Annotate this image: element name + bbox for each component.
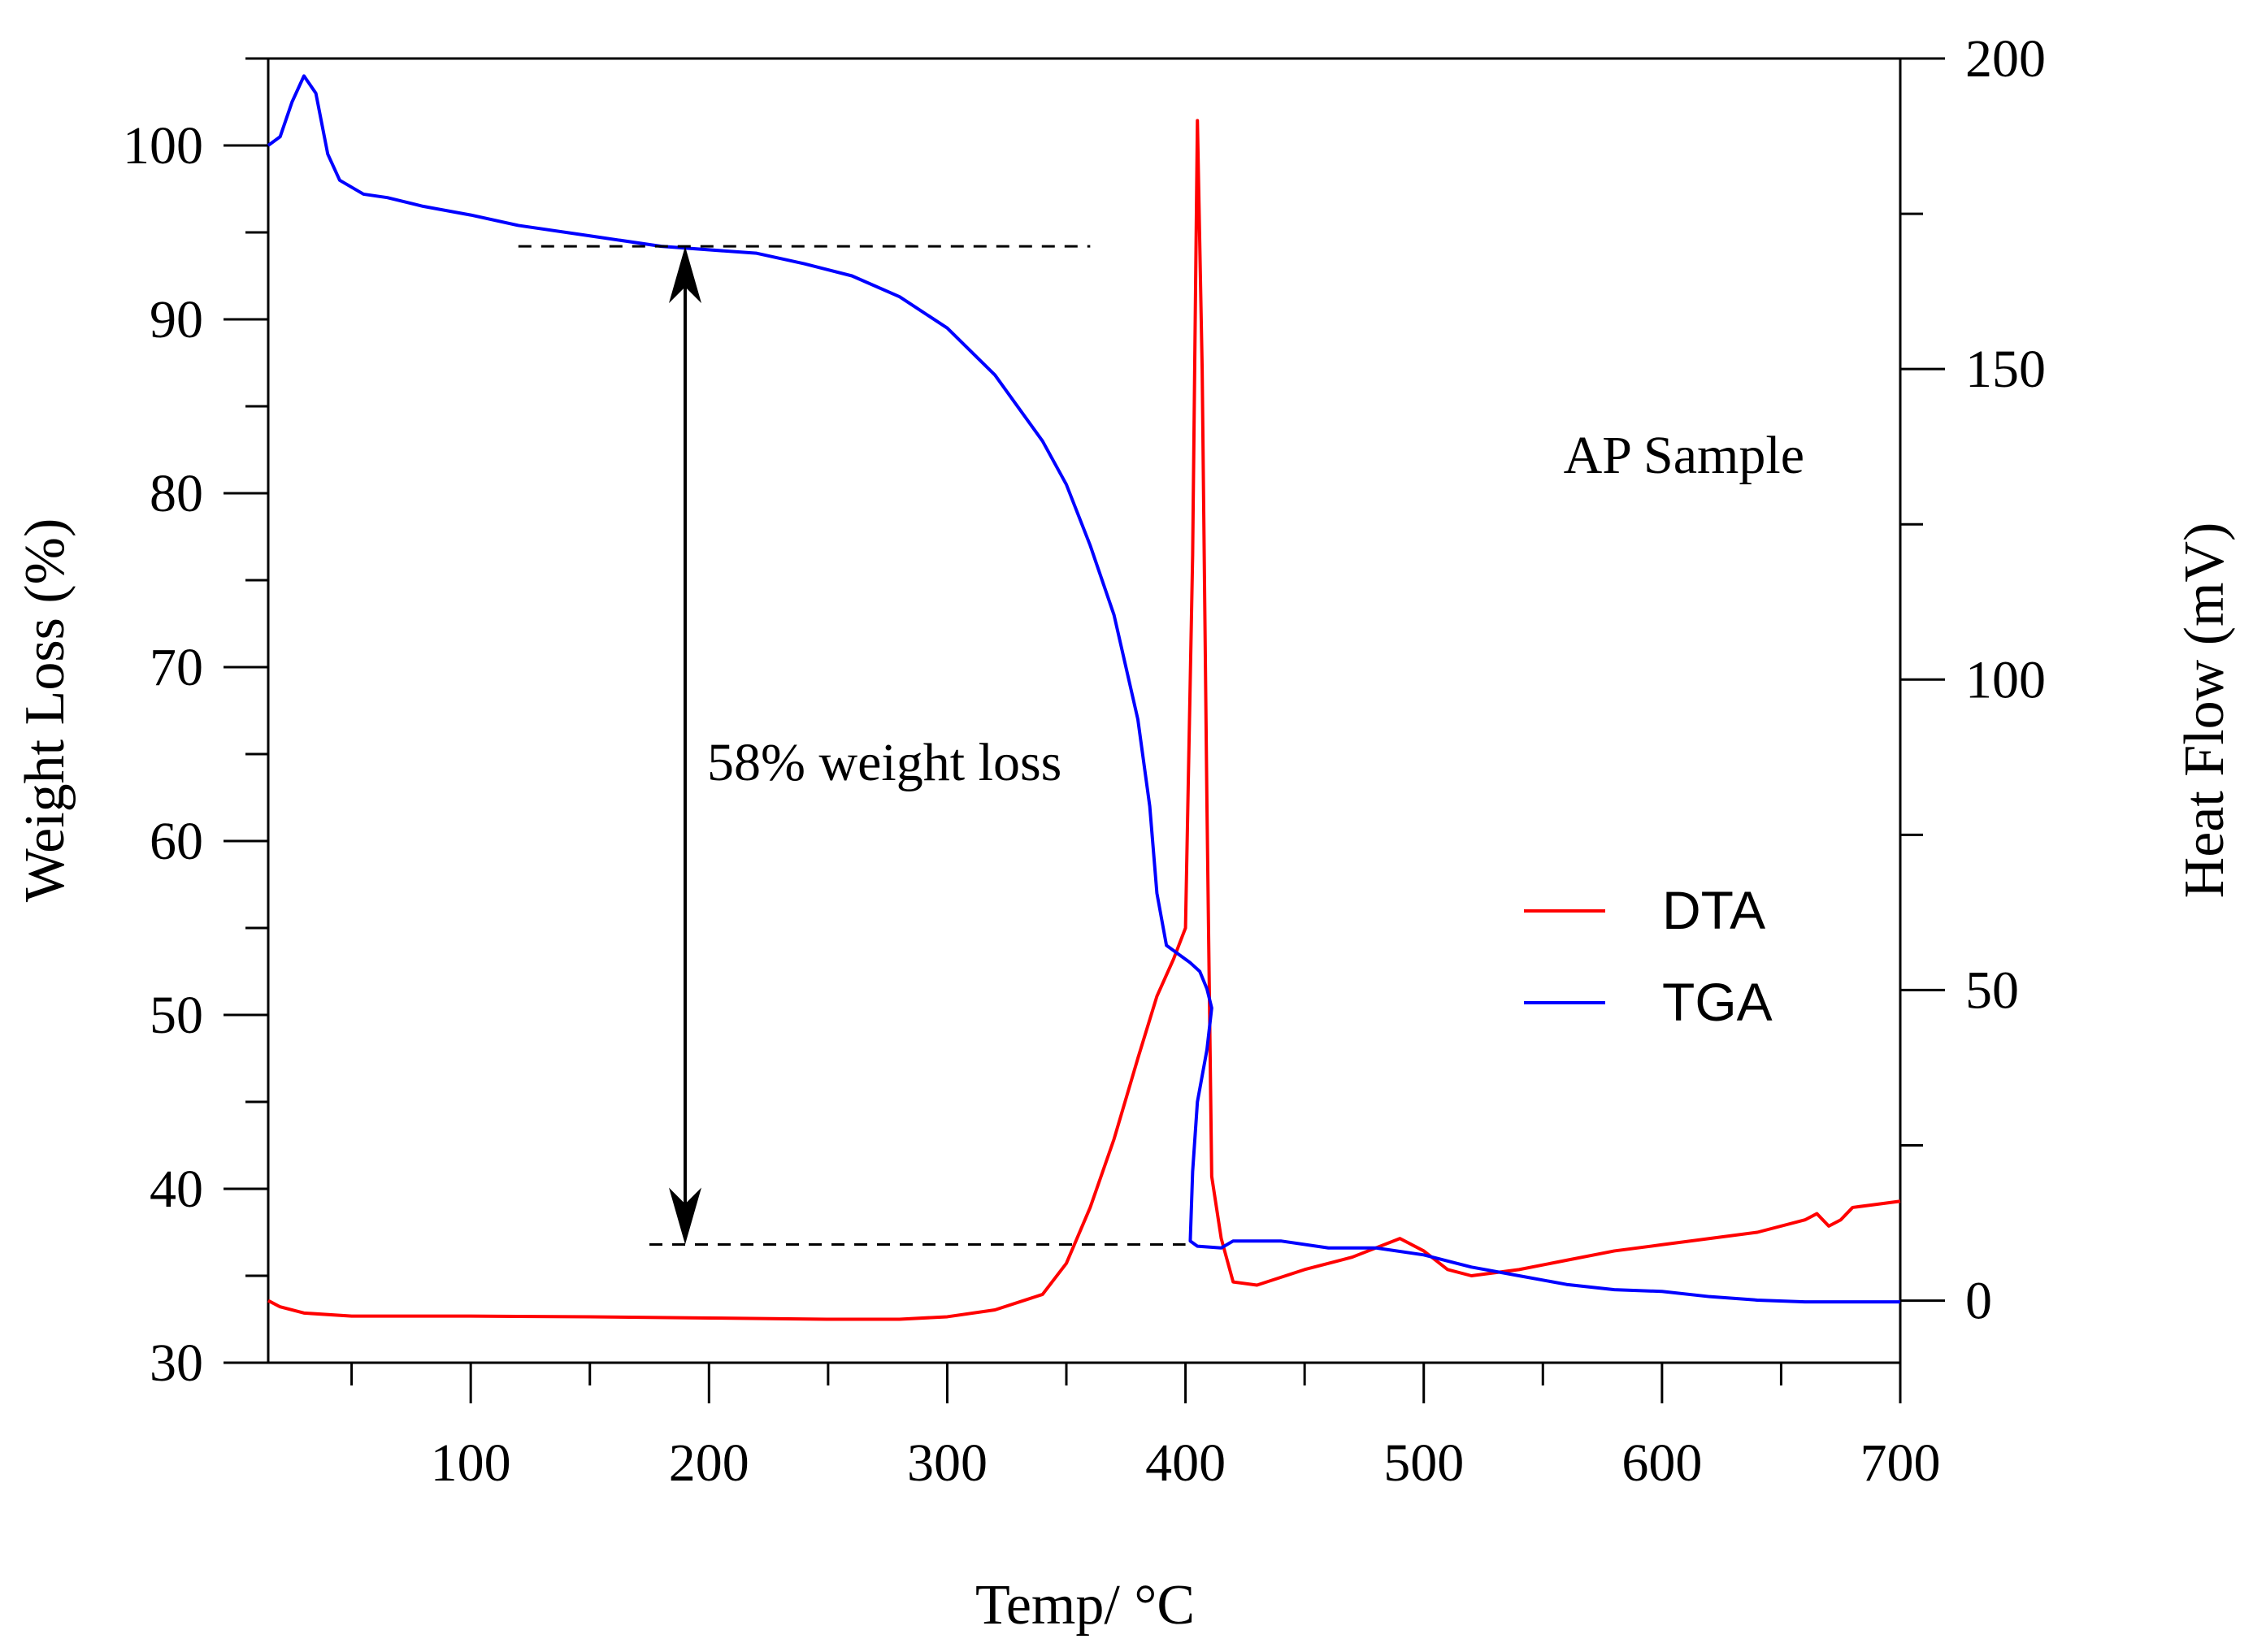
x-tick-label: 500 (1383, 1433, 1464, 1493)
legend: DTA TGA (1524, 880, 1773, 1032)
legend-tga-label: TGA (1662, 972, 1773, 1032)
y-left-tick-label: 40 (150, 1160, 203, 1219)
x-tick-label: 700 (1860, 1433, 1941, 1493)
axis-ticks (224, 57, 1945, 1403)
y-right-tick-label: 50 (1965, 960, 2019, 1020)
x-axis-title: Temp/ °C (975, 1574, 1195, 1637)
x-tick-label: 200 (669, 1433, 749, 1493)
y-right-axis-title: Heat Flow (mV) (2173, 522, 2236, 899)
series-layer (267, 74, 1901, 1321)
y-left-axis-title: Weight Loss (%) (14, 518, 76, 903)
y-left-tick-label: 90 (150, 290, 203, 349)
y-right-tick-label: 100 (1965, 650, 2046, 709)
y-left-tick-label: 60 (150, 812, 203, 871)
y-right-tick-label: 200 (1965, 29, 2046, 89)
series-tga-line (267, 74, 1900, 1304)
legend-dta-label: DTA (1662, 880, 1765, 940)
series-dta-line (267, 119, 1901, 1321)
y-right-tick-label: 0 (1965, 1272, 1992, 1331)
y-left-tick-label: 30 (150, 1333, 203, 1393)
sample-annotation: AP Sample (1564, 426, 1804, 485)
plot-frame (267, 57, 1902, 1364)
x-tick-label: 600 (1621, 1433, 1702, 1493)
y-left-tick-label: 70 (150, 638, 203, 697)
loss-marker (518, 245, 1186, 1246)
x-tick-label: 400 (1145, 1433, 1226, 1493)
loss-annotation: 58% weight loss (707, 733, 1061, 792)
y-right-tick-label: 150 (1965, 340, 2046, 399)
x-tick-label: 300 (907, 1433, 988, 1493)
arrow-head-up (668, 246, 701, 304)
tick-labels: 100 200 300 400 500 600 700 30 40 50 60 70 80 90 100 0 5… (123, 29, 2046, 1493)
y-left-tick-label: 100 (123, 116, 203, 176)
arrow-head-down (668, 1187, 701, 1245)
y-left-tick-label: 80 (150, 464, 203, 523)
x-tick-label: 100 (431, 1433, 511, 1493)
y-left-tick-label: 50 (150, 986, 203, 1045)
